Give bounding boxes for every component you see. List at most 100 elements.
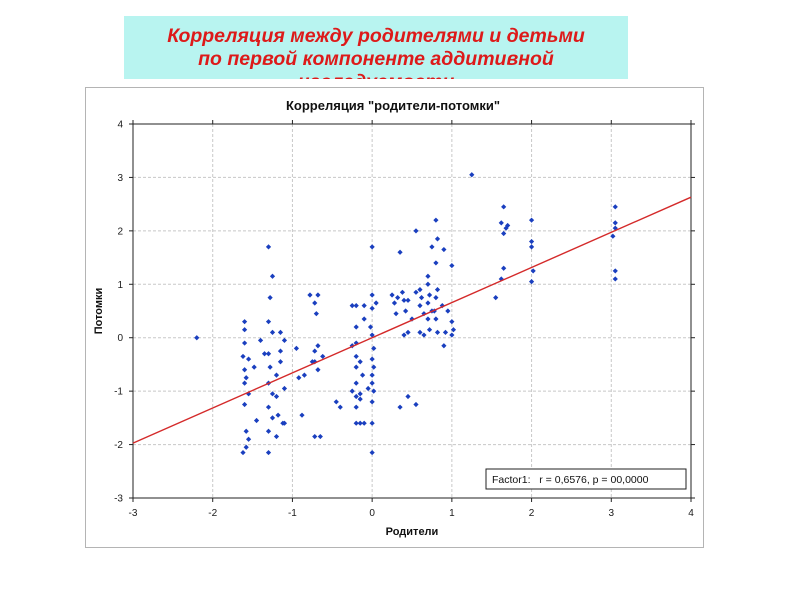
- y-tick-label: 0: [117, 333, 123, 344]
- data-point: [242, 380, 248, 386]
- data-point: [369, 420, 375, 426]
- data-point: [528, 244, 535, 250]
- data-point: [349, 388, 355, 394]
- data-point: [277, 359, 284, 365]
- data-point: [281, 420, 288, 426]
- data-point: [361, 420, 367, 426]
- data-point: [449, 319, 455, 325]
- data-point: [413, 289, 419, 295]
- y-tick-label: 2: [117, 226, 123, 237]
- data-point: [353, 324, 359, 330]
- data-point: [275, 412, 281, 418]
- data-point: [391, 300, 398, 306]
- data-point: [425, 300, 431, 306]
- data-point: [369, 305, 375, 311]
- y-tick-label: 4: [117, 120, 123, 131]
- slide-title-line-3: наследуемости: [124, 71, 628, 79]
- data-point: [245, 356, 252, 362]
- data-point: [442, 329, 449, 335]
- x-axis-label: Родители: [386, 526, 439, 538]
- data-point: [612, 204, 618, 210]
- data-point: [281, 337, 288, 343]
- annotation-text: Factor1: r = 0,6576, p = 00,0000: [492, 474, 649, 486]
- data-point: [429, 244, 435, 250]
- data-point: [501, 204, 507, 210]
- data-point: [389, 292, 395, 298]
- data-point: [450, 327, 457, 333]
- data-point: [337, 404, 343, 410]
- y-tick-label: -1: [114, 387, 123, 398]
- data-point: [528, 238, 535, 245]
- data-point: [242, 319, 248, 325]
- data-point: [493, 295, 499, 301]
- data-point: [505, 222, 511, 229]
- data-point: [405, 297, 411, 303]
- data-point: [433, 316, 439, 322]
- data-point: [359, 372, 366, 378]
- x-tick-label: -1: [288, 508, 297, 519]
- data-point: [449, 262, 455, 269]
- data-point: [401, 332, 407, 338]
- data-point: [413, 401, 419, 408]
- data-point: [426, 292, 433, 298]
- y-axis-label: Потомки: [93, 288, 105, 335]
- data-point: [243, 428, 249, 434]
- regression-line: [132, 196, 692, 444]
- data-point: [315, 343, 321, 349]
- data-point: [369, 356, 375, 362]
- data-point: [194, 335, 200, 341]
- slide-title-line-2: по первой компоненте аддитивной: [198, 48, 554, 70]
- data-point: [369, 292, 375, 298]
- data-point: [610, 233, 616, 239]
- data-point: [612, 276, 618, 282]
- data-point: [403, 308, 409, 314]
- data-point: [434, 287, 441, 293]
- x-tick-label: 4: [688, 508, 694, 519]
- data-point: [367, 324, 374, 330]
- data-point: [353, 340, 359, 346]
- data-point: [353, 353, 359, 360]
- data-point: [269, 329, 276, 335]
- data-point: [357, 391, 363, 397]
- data-point: [273, 372, 280, 378]
- data-point: [242, 367, 248, 373]
- data-point: [277, 348, 284, 354]
- data-point: [242, 327, 248, 333]
- data-point: [261, 351, 268, 357]
- data-point: [369, 332, 375, 338]
- data-point: [528, 279, 535, 285]
- data-point: [293, 345, 300, 351]
- data-point: [498, 220, 504, 226]
- data-point: [240, 353, 246, 360]
- data-point: [333, 399, 339, 405]
- data-point: [317, 433, 323, 440]
- data-point: [425, 273, 431, 279]
- y-tick-label: 1: [117, 280, 123, 291]
- data-point: [242, 340, 248, 346]
- data-point: [434, 236, 441, 242]
- data-point: [612, 268, 618, 274]
- data-point: [353, 393, 359, 400]
- data-point: [369, 449, 375, 456]
- data-point: [315, 292, 321, 298]
- y-tick-label: -2: [114, 440, 123, 451]
- data-point: [369, 399, 375, 405]
- data-point: [269, 415, 276, 421]
- data-point: [253, 417, 260, 424]
- data-point: [365, 385, 371, 392]
- data-point: [417, 329, 423, 335]
- y-tick-label: 3: [117, 173, 123, 184]
- data-point: [265, 449, 272, 456]
- data-point: [433, 260, 439, 266]
- x-tick-label: 3: [609, 508, 615, 519]
- data-point: [369, 380, 375, 386]
- data-point: [373, 300, 379, 306]
- data-point: [357, 359, 363, 365]
- chart-panel: Корреляция "родители-потомки" -3 -2 -1 0 1 2 3…: [85, 87, 704, 548]
- data-point: [612, 220, 618, 226]
- data-point: [257, 337, 264, 343]
- data-point: [425, 281, 431, 287]
- data-point: [445, 308, 451, 314]
- data-point: [251, 364, 257, 370]
- data-point: [371, 364, 377, 370]
